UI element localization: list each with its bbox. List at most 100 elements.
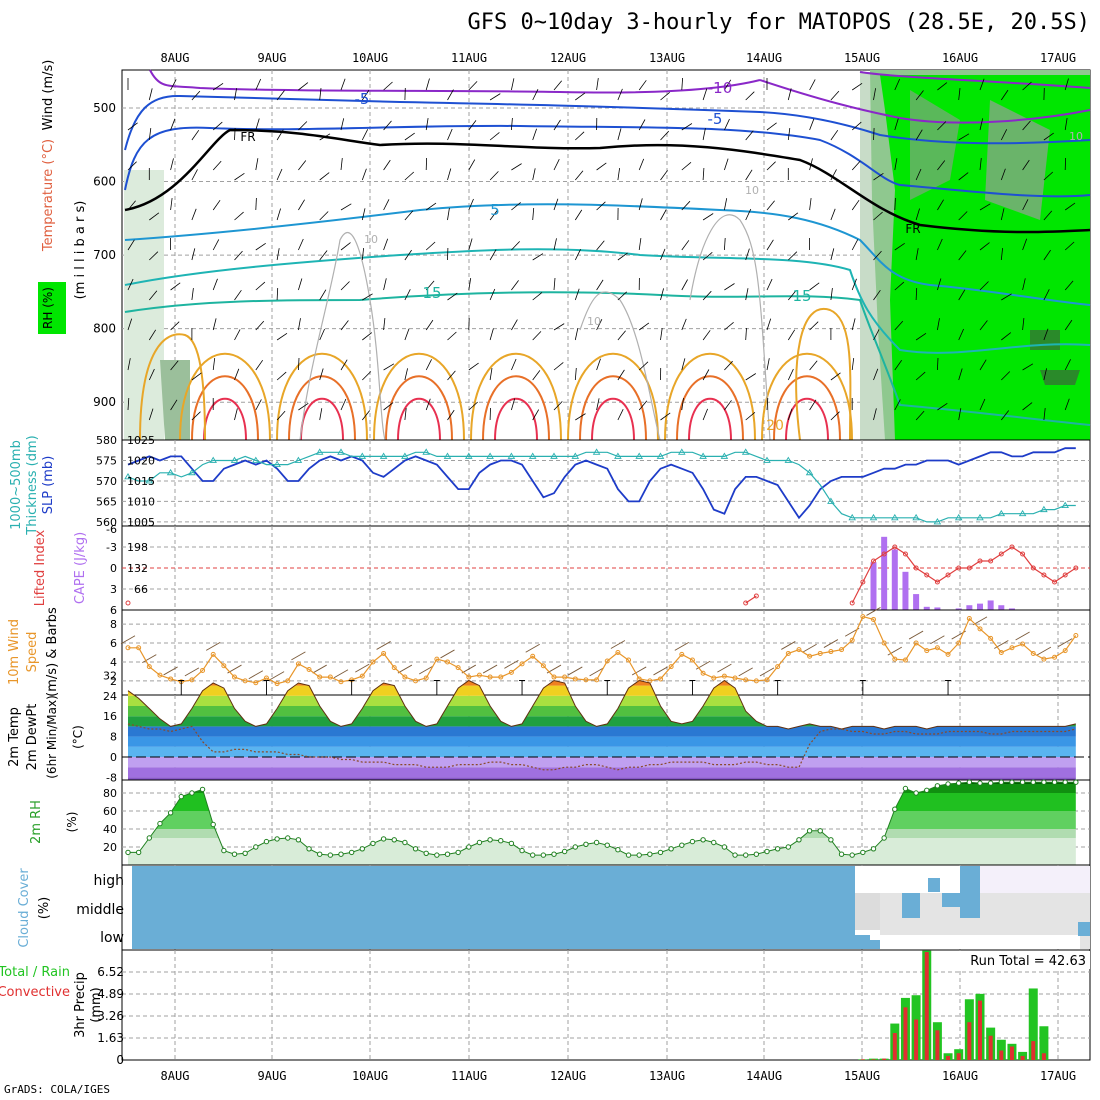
wind-barb bbox=[212, 239, 220, 251]
y-tick-label: 1025 bbox=[127, 434, 155, 447]
wind-barb bbox=[425, 241, 436, 251]
rh-point bbox=[934, 783, 941, 789]
wind-barb bbox=[170, 282, 181, 291]
wind-barb bbox=[532, 207, 535, 221]
precip-total-bar bbox=[996, 1039, 1006, 1060]
precip-convective-bar bbox=[956, 1053, 961, 1060]
wind-speed-point bbox=[263, 675, 269, 681]
cloud-axis-label: Cloud Cover bbox=[17, 868, 32, 948]
wind-barb bbox=[1000, 89, 1009, 101]
lifted-index-point bbox=[902, 551, 908, 557]
precip-convective-bar bbox=[914, 1019, 919, 1060]
wind-speed-point bbox=[306, 667, 312, 672]
wind-barb bbox=[234, 289, 242, 301]
rh-point bbox=[647, 851, 653, 857]
thickness-point bbox=[507, 452, 516, 459]
wind-barb bbox=[333, 669, 349, 679]
wind-speed-point bbox=[1041, 656, 1047, 662]
wind-barb bbox=[553, 159, 560, 171]
y-tick-label: -6 bbox=[106, 523, 117, 536]
y-tick-label: 60 bbox=[103, 805, 117, 818]
wind-axis-label: Wind (m/s) bbox=[41, 60, 56, 131]
temperature-contour bbox=[664, 352, 756, 441]
thickness-point bbox=[827, 497, 835, 504]
wind-barb bbox=[1064, 118, 1068, 131]
rh-point bbox=[870, 846, 877, 852]
wind-barb bbox=[425, 202, 437, 211]
wind-barb bbox=[362, 332, 373, 341]
wind-barb bbox=[660, 328, 663, 341]
temperature-contour bbox=[773, 375, 841, 441]
rh2m-axis-label: 2m RH bbox=[29, 800, 44, 844]
wind-barb bbox=[1000, 208, 1005, 221]
wind-barb bbox=[653, 666, 668, 676]
y-tick-label: 1.63 bbox=[97, 1031, 124, 1045]
wind-barb bbox=[958, 88, 961, 101]
wind-barb bbox=[269, 671, 285, 681]
wind-barb bbox=[418, 665, 434, 675]
wind-barb bbox=[340, 158, 343, 171]
wind-barb bbox=[276, 248, 280, 261]
wind-barb bbox=[830, 169, 837, 181]
wind-barb bbox=[489, 210, 498, 221]
y-tick-label: 66 bbox=[134, 583, 148, 596]
wind-barb bbox=[191, 169, 198, 181]
precip-convective-bar bbox=[935, 1030, 940, 1060]
wind-barb bbox=[404, 249, 412, 261]
rh-point bbox=[338, 851, 344, 857]
wind-barb bbox=[170, 118, 176, 131]
wind-barb bbox=[617, 291, 627, 301]
lifted-index-point bbox=[966, 565, 972, 571]
wind-barb bbox=[809, 321, 819, 331]
y-tick-label: 132 bbox=[127, 562, 148, 575]
wind-barb bbox=[319, 368, 324, 381]
rh-shading bbox=[1040, 370, 1080, 385]
wind-barb bbox=[404, 328, 410, 341]
wind-barb bbox=[915, 371, 926, 381]
wind-barb bbox=[234, 172, 245, 181]
wind-barb bbox=[617, 409, 624, 421]
wind-barb bbox=[958, 133, 970, 141]
y-tick-label: 8 bbox=[110, 618, 117, 631]
y-tick-label: 560 bbox=[96, 516, 117, 529]
contour-label: 20 bbox=[766, 418, 784, 434]
wind-barb bbox=[468, 278, 472, 291]
wind-barb bbox=[532, 370, 541, 381]
wind-speed-point bbox=[849, 637, 855, 643]
wind-barb bbox=[781, 641, 796, 650]
rh-point bbox=[263, 838, 270, 845]
temperature-contour bbox=[676, 375, 744, 441]
wind-speed-point bbox=[1020, 641, 1026, 647]
temperature-contour bbox=[139, 333, 206, 441]
wind-barb bbox=[127, 278, 134, 291]
wind-barb bbox=[702, 290, 712, 301]
precip-convective-bar bbox=[1041, 1053, 1046, 1060]
wind-barb bbox=[937, 160, 946, 171]
wind-barb bbox=[276, 90, 285, 101]
thickness-point bbox=[1040, 505, 1048, 513]
rh-point bbox=[796, 837, 802, 843]
rh-point bbox=[806, 828, 813, 834]
y-tick-label: 6 bbox=[110, 604, 117, 617]
rh-point bbox=[327, 852, 334, 858]
temp-range-bar bbox=[263, 680, 270, 695]
minmax-axis-label: (6hr Min/Max) bbox=[45, 695, 59, 779]
wind-barb bbox=[610, 640, 626, 649]
wind-barb bbox=[461, 664, 477, 674]
y-tick-label: low bbox=[100, 930, 124, 946]
wind-barb bbox=[511, 78, 515, 91]
rh-point bbox=[902, 785, 909, 792]
wind-barb bbox=[681, 77, 683, 91]
wind-barb bbox=[212, 199, 221, 211]
wind-barb bbox=[830, 372, 841, 381]
wind-barb bbox=[447, 292, 458, 301]
rh-point bbox=[1019, 779, 1026, 785]
wind-barb bbox=[574, 288, 580, 301]
wind-barb bbox=[340, 78, 346, 91]
y-tick-label: 6 bbox=[110, 637, 117, 650]
wind-barb bbox=[383, 159, 391, 171]
rh-point bbox=[189, 790, 195, 796]
wind-barb bbox=[404, 368, 408, 381]
wind-barb bbox=[638, 238, 642, 251]
